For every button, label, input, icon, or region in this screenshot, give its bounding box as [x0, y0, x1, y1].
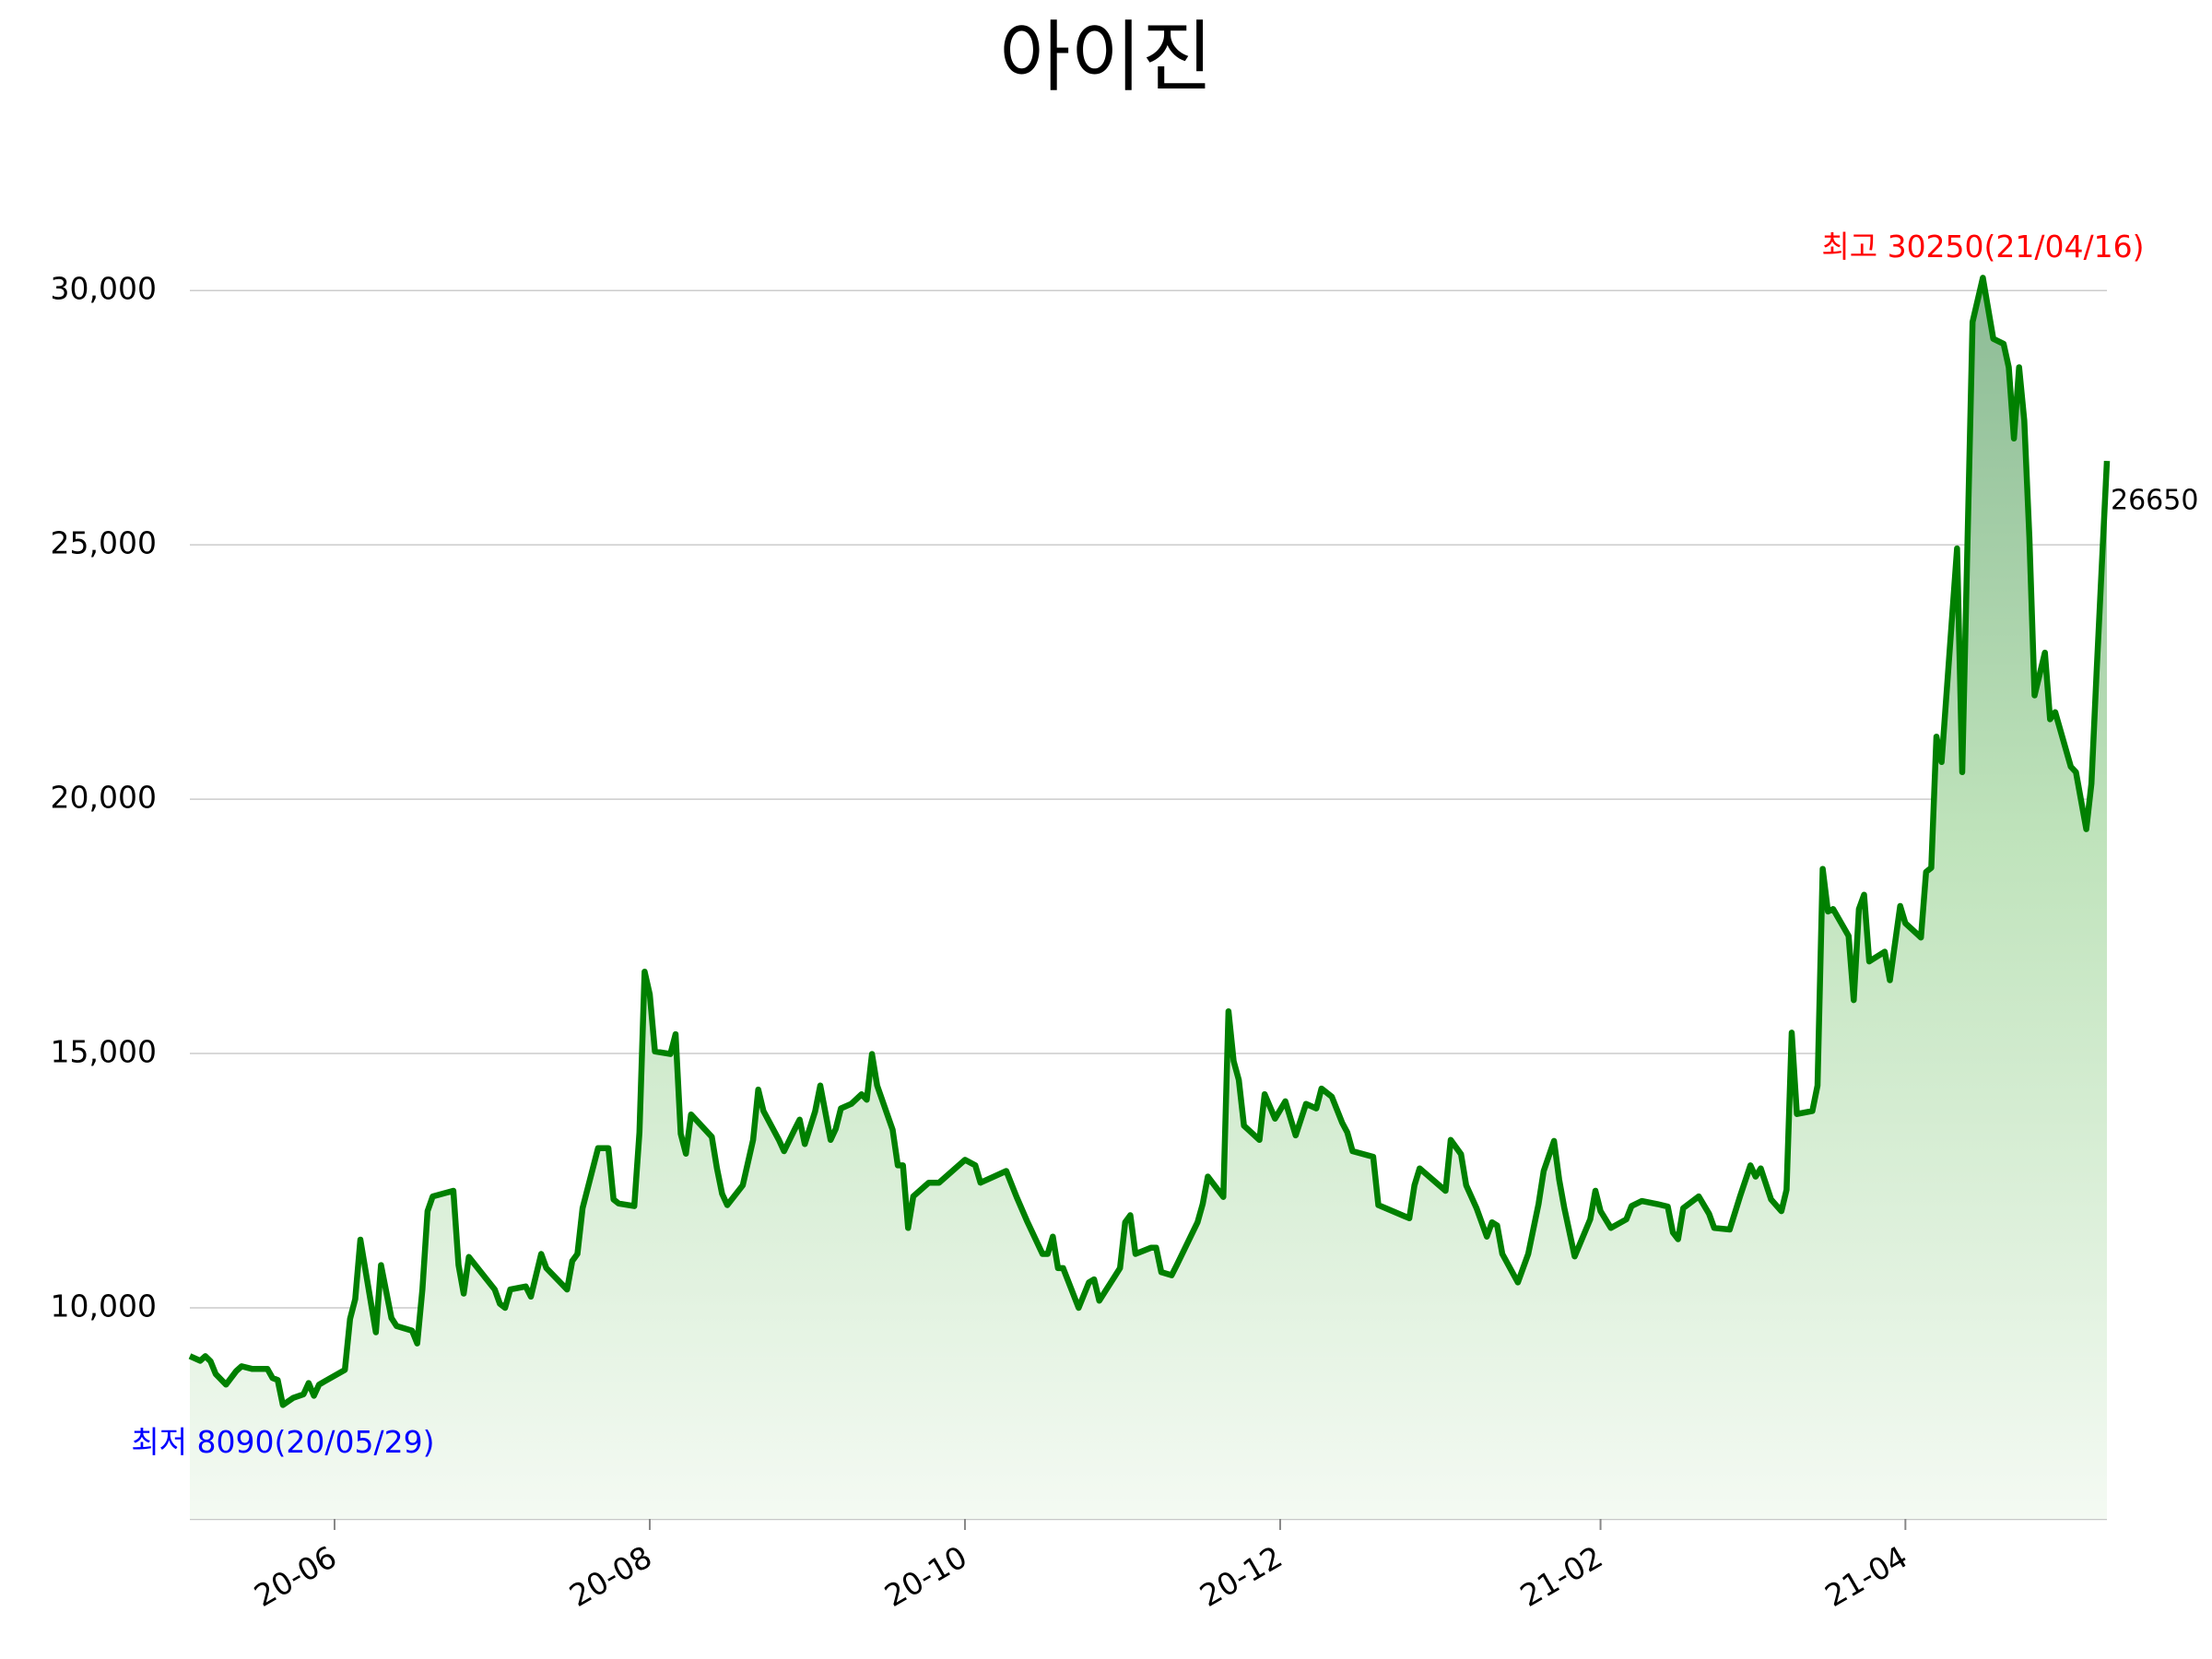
- x-tick-label: 20-10: [878, 1538, 973, 1614]
- min-annotation: 최저 8090(20/05/29): [131, 1424, 434, 1460]
- chart-title: 아이진: [999, 12, 1213, 102]
- y-tick-label: 20,000: [51, 780, 157, 816]
- last-value-label: 26650: [2111, 485, 2198, 517]
- y-tick-label: 15,000: [51, 1034, 157, 1070]
- x-tick-label: 21-02: [1514, 1538, 1609, 1614]
- y-tick-label: 10,000: [51, 1288, 157, 1324]
- y-tick-label: 25,000: [51, 525, 157, 561]
- max-annotation: 최고 30250(21/04/16): [1821, 229, 2144, 265]
- x-tick-label: 20-06: [248, 1538, 343, 1614]
- x-tick-label: 21-04: [1819, 1538, 1914, 1614]
- x-tick-label: 20-12: [1194, 1538, 1288, 1614]
- price-line: [188, 275, 2111, 1408]
- x-tick-label: 20-08: [563, 1538, 658, 1614]
- area-fill: [190, 277, 2107, 1519]
- y-tick-label: 30,000: [51, 271, 157, 307]
